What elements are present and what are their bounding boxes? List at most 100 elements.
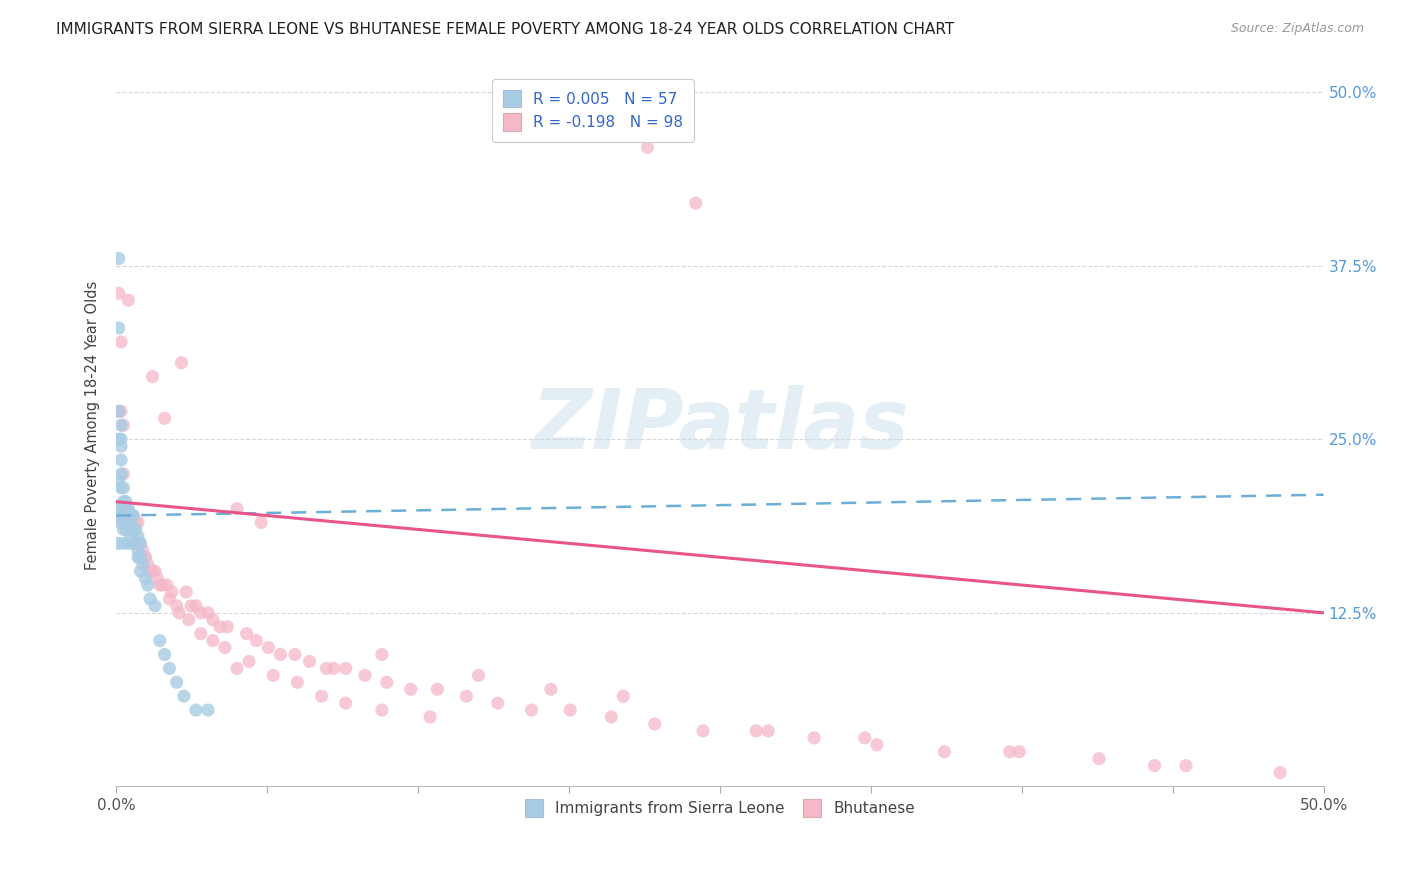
Point — [107, 474, 129, 488]
Point — [127, 529, 149, 543]
Point — [110, 501, 132, 516]
Point — [375, 675, 398, 690]
Point — [134, 571, 156, 585]
Point — [371, 703, 394, 717]
Point — [298, 655, 321, 669]
Point — [269, 648, 291, 662]
Point — [197, 606, 219, 620]
Point — [173, 689, 195, 703]
Point — [1143, 758, 1166, 772]
Point — [285, 675, 308, 690]
Point — [644, 717, 666, 731]
Point — [146, 571, 169, 585]
Point — [112, 523, 135, 537]
Text: ZIPatlas: ZIPatlas — [531, 384, 908, 466]
Point — [217, 620, 239, 634]
Point — [170, 356, 193, 370]
Text: IMMIGRANTS FROM SIERRA LEONE VS BHUTANESE FEMALE POVERTY AMONG 18-24 YEAR OLDS C: IMMIGRANTS FROM SIERRA LEONE VS BHUTANES… — [56, 22, 955, 37]
Point — [129, 536, 152, 550]
Point — [184, 703, 207, 717]
Point — [201, 613, 224, 627]
Point — [112, 481, 135, 495]
Point — [107, 286, 129, 301]
Point — [115, 494, 138, 508]
Point — [934, 745, 956, 759]
Point — [612, 689, 634, 703]
Point — [226, 661, 249, 675]
Point — [117, 508, 139, 523]
Point — [354, 668, 377, 682]
Point — [456, 689, 478, 703]
Point — [176, 585, 198, 599]
Point — [853, 731, 876, 745]
Point — [117, 501, 139, 516]
Point — [209, 620, 232, 634]
Point — [122, 536, 145, 550]
Point — [107, 508, 129, 523]
Y-axis label: Female Poverty Among 18-24 Year Olds: Female Poverty Among 18-24 Year Olds — [86, 281, 100, 570]
Point — [115, 501, 138, 516]
Point — [226, 501, 249, 516]
Point — [153, 648, 176, 662]
Legend: Immigrants from Sierra Leone, Bhutanese: Immigrants from Sierra Leone, Bhutanese — [516, 789, 924, 826]
Point — [149, 578, 172, 592]
Point — [190, 626, 212, 640]
Point — [129, 550, 152, 565]
Point — [117, 516, 139, 530]
Point — [419, 710, 441, 724]
Point — [685, 196, 707, 211]
Point — [600, 710, 623, 724]
Point — [115, 523, 138, 537]
Point — [120, 516, 142, 530]
Point — [110, 516, 132, 530]
Point — [167, 606, 190, 620]
Point — [745, 723, 768, 738]
Point — [284, 648, 307, 662]
Point — [257, 640, 280, 655]
Point — [107, 432, 129, 446]
Point — [136, 558, 159, 572]
Point — [177, 613, 200, 627]
Point — [127, 516, 149, 530]
Point — [166, 675, 188, 690]
Point — [540, 682, 562, 697]
Point — [803, 731, 825, 745]
Point — [756, 723, 779, 738]
Point — [311, 689, 333, 703]
Point — [214, 640, 236, 655]
Point — [1268, 765, 1291, 780]
Point — [120, 508, 142, 523]
Point — [866, 738, 889, 752]
Point — [141, 564, 163, 578]
Point — [1008, 745, 1031, 759]
Point — [637, 140, 659, 154]
Point — [197, 703, 219, 717]
Point — [117, 523, 139, 537]
Point — [371, 648, 394, 662]
Point — [110, 432, 132, 446]
Point — [486, 696, 509, 710]
Point — [110, 334, 132, 349]
Point — [127, 550, 149, 565]
Point — [107, 404, 129, 418]
Point — [201, 633, 224, 648]
Point — [107, 501, 129, 516]
Point — [467, 668, 489, 682]
Point — [520, 703, 543, 717]
Point — [150, 578, 173, 592]
Point — [129, 536, 152, 550]
Point — [245, 633, 267, 648]
Point — [127, 543, 149, 558]
Point — [235, 626, 257, 640]
Point — [120, 523, 142, 537]
Point — [124, 536, 146, 550]
Point — [1174, 758, 1197, 772]
Point — [143, 564, 166, 578]
Point — [399, 682, 422, 697]
Point — [110, 516, 132, 530]
Point — [122, 508, 145, 523]
Point — [112, 467, 135, 481]
Point — [998, 745, 1021, 759]
Point — [335, 661, 357, 675]
Point — [107, 536, 129, 550]
